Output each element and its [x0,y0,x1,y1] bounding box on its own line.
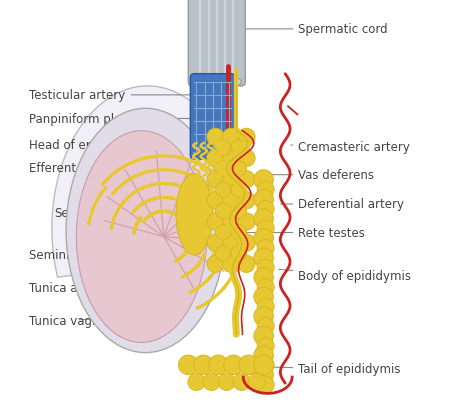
Circle shape [216,204,231,219]
Circle shape [231,204,246,219]
Text: Tunica albuginea: Tunica albuginea [29,281,129,294]
Circle shape [203,373,220,391]
Text: Cremasteric artery: Cremasteric artery [291,141,410,154]
Circle shape [238,256,255,273]
Text: Spermatic cord: Spermatic cord [246,23,388,36]
FancyBboxPatch shape [191,74,235,160]
Circle shape [257,376,274,393]
Ellipse shape [66,109,225,353]
Circle shape [231,162,246,177]
Circle shape [257,240,274,257]
Text: Septa: Septa [54,206,151,219]
Circle shape [257,259,274,276]
Circle shape [216,162,231,177]
Circle shape [223,234,240,252]
Text: Body of epididymis: Body of epididymis [278,269,411,282]
Circle shape [231,246,246,261]
Text: Seminiferous tubules: Seminiferous tubules [29,249,154,262]
Circle shape [179,355,198,375]
Circle shape [207,213,224,231]
Circle shape [231,225,246,240]
Circle shape [257,298,274,315]
Circle shape [257,318,274,335]
Circle shape [216,246,231,261]
Text: Rete testes: Rete testes [213,227,365,239]
Circle shape [238,192,255,209]
Circle shape [209,355,228,375]
Circle shape [194,355,213,375]
Circle shape [257,357,274,374]
Circle shape [254,229,273,248]
Circle shape [254,288,273,307]
Circle shape [254,190,273,209]
Circle shape [216,140,231,156]
Circle shape [254,346,273,365]
Circle shape [224,355,243,375]
Ellipse shape [176,174,213,255]
Circle shape [207,150,224,167]
Circle shape [233,373,250,391]
Circle shape [223,171,240,188]
Circle shape [207,171,224,188]
Circle shape [257,181,274,198]
Circle shape [207,234,224,252]
Circle shape [218,373,235,391]
Text: Head of epididymis: Head of epididymis [29,139,202,152]
Circle shape [257,220,274,237]
Ellipse shape [192,76,241,90]
Circle shape [254,326,273,346]
Circle shape [207,129,224,146]
Circle shape [254,268,273,288]
Text: Efferent ductules: Efferent ductules [29,162,185,174]
Circle shape [254,307,273,326]
Circle shape [223,150,240,167]
Circle shape [257,337,274,354]
Circle shape [216,182,231,198]
Circle shape [223,192,240,209]
Circle shape [239,355,258,375]
Circle shape [223,256,240,273]
Circle shape [254,171,273,190]
Circle shape [254,365,273,385]
Circle shape [254,248,273,268]
Circle shape [254,209,273,229]
Circle shape [223,213,240,231]
Circle shape [257,279,274,296]
Circle shape [238,150,255,167]
Circle shape [248,373,265,391]
Text: Testicular artery: Testicular artery [29,89,204,102]
FancyBboxPatch shape [188,0,245,87]
Circle shape [238,213,255,231]
Circle shape [207,192,224,209]
Ellipse shape [76,131,207,343]
Circle shape [231,182,246,198]
Circle shape [238,171,255,188]
Circle shape [207,256,224,273]
Circle shape [216,225,231,240]
Text: Vas deferens: Vas deferens [273,169,374,182]
Circle shape [223,129,240,146]
Text: Deferential artery: Deferential artery [281,198,404,211]
Circle shape [257,201,274,218]
Text: Tunica vaginalis: Tunica vaginalis [29,314,124,327]
Polygon shape [52,87,243,277]
Circle shape [238,234,255,252]
Circle shape [238,129,255,146]
Circle shape [231,140,246,156]
Circle shape [254,355,273,375]
Text: Tail of epididymis: Tail of epididymis [264,362,401,375]
Text: Panpiniform plexus: Panpiniform plexus [29,113,194,126]
Circle shape [188,373,205,391]
